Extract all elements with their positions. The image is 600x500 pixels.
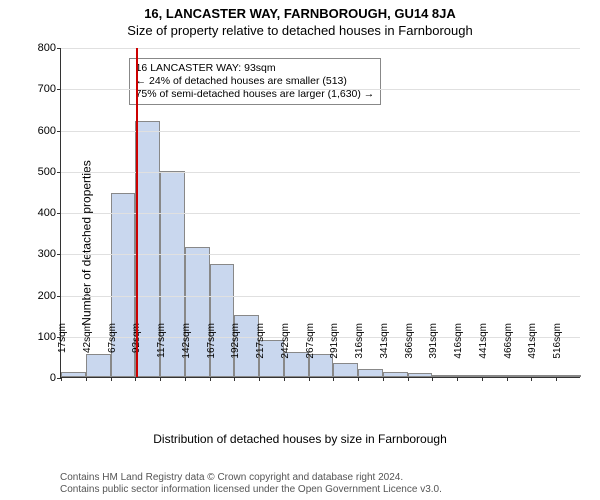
xtick-label: 67sqm <box>107 323 118 383</box>
xtick-label: 192sqm <box>230 323 241 383</box>
xtick-label: 167sqm <box>206 323 217 383</box>
gridline-h <box>61 254 580 255</box>
xtick-label: 217sqm <box>255 323 266 383</box>
xtick-label: 242sqm <box>280 323 291 383</box>
xtick-label: 291sqm <box>329 323 340 383</box>
ytick-label: 600 <box>38 125 61 137</box>
xtick-label: 516sqm <box>552 323 563 383</box>
gridline-h <box>61 48 580 49</box>
ytick-label: 800 <box>38 42 61 54</box>
ytick-label: 200 <box>38 290 61 302</box>
gridline-h <box>61 172 580 173</box>
annotation-line: ← 24% of detached houses are smaller (51… <box>136 75 375 88</box>
ytick-label: 700 <box>38 83 61 95</box>
x-axis-label: Distribution of detached houses by size … <box>0 432 600 446</box>
ytick-label: 400 <box>38 207 61 219</box>
gridline-h <box>61 89 580 90</box>
annotation-box: 16 LANCASTER WAY: 93sqm← 24% of detached… <box>129 58 382 105</box>
page-supertitle: 16, LANCASTER WAY, FARNBOROUGH, GU14 8JA <box>0 0 600 21</box>
xtick-label: 416sqm <box>453 323 464 383</box>
xtick-label: 117sqm <box>156 323 167 383</box>
ytick-label: 500 <box>38 166 61 178</box>
plot-area: 16 LANCASTER WAY: 93sqm← 24% of detached… <box>60 48 580 378</box>
annotation-line: 16 LANCASTER WAY: 93sqm <box>136 62 375 75</box>
xtick-label: 341sqm <box>379 323 390 383</box>
xtick-label: 17sqm <box>57 323 68 383</box>
gridline-h <box>61 131 580 132</box>
xtick-label: 267sqm <box>305 323 316 383</box>
subject-marker-line <box>136 48 138 377</box>
xtick-label: 466sqm <box>503 323 514 383</box>
xtick-label: 142sqm <box>181 323 192 383</box>
gridline-h <box>61 296 580 297</box>
xtick-label: 441sqm <box>478 323 489 383</box>
footer-line-1: Contains HM Land Registry data © Crown c… <box>60 472 442 484</box>
footer-attribution: Contains HM Land Registry data © Crown c… <box>60 472 442 496</box>
gridline-h <box>61 213 580 214</box>
xtick-label: 391sqm <box>428 323 439 383</box>
xtick-label: 491sqm <box>527 323 538 383</box>
xtick-label: 316sqm <box>354 323 365 383</box>
xtick-label: 42sqm <box>82 323 93 383</box>
chart-container: Number of detached properties 16 LANCAST… <box>0 38 600 448</box>
footer-line-2: Contains public sector information licen… <box>60 484 442 496</box>
ytick-label: 300 <box>38 248 61 260</box>
xtick-label: 366sqm <box>404 323 415 383</box>
